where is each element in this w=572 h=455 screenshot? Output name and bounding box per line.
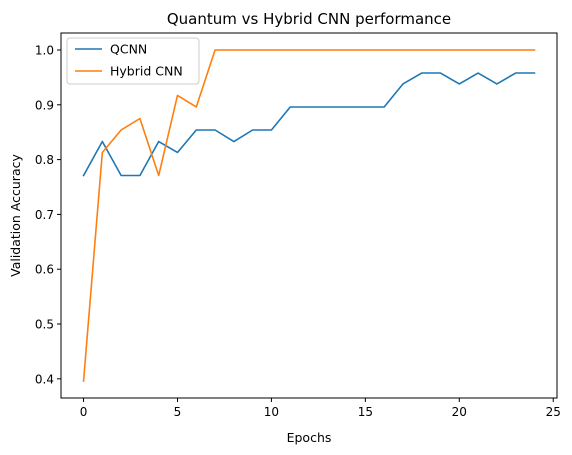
x-axis: 0 5 10 15 20 25	[80, 398, 561, 419]
series-line-hybrid-cnn	[82, 49, 536, 382]
x-tick-label: 0	[80, 405, 88, 419]
x-tick-label: 15	[358, 405, 373, 419]
x-tick-label: 5	[174, 405, 182, 419]
y-tick-label: 0.4	[35, 372, 54, 386]
y-tick-label: 0.5	[35, 318, 54, 332]
y-axis-label: Validation Accuracy	[8, 154, 23, 277]
axes-frame	[60, 32, 558, 399]
y-tick-label: 1.0	[35, 43, 54, 57]
chart-title: Quantum vs Hybrid CNN performance	[167, 10, 451, 28]
legend-label-qcnn: QCNN	[110, 42, 147, 57]
x-tick-label: 25	[546, 405, 561, 419]
series-group	[82, 49, 536, 382]
legend-label-hybrid-cnn: Hybrid CNN	[110, 64, 183, 79]
series-line-qcnn	[82, 72, 536, 177]
legend: QCNN Hybrid CNN	[66, 37, 200, 85]
y-tick-label: 0.9	[35, 98, 54, 112]
plot-area	[60, 32, 558, 399]
y-tick-label: 0.7	[35, 208, 54, 222]
y-tick-label: 0.8	[35, 153, 54, 167]
y-axis: 0.4 0.5 0.6 0.7 0.8 0.9 1.0	[35, 43, 61, 386]
x-tick-label: 10	[264, 405, 279, 419]
x-tick-label: 20	[452, 405, 467, 419]
x-axis-label: Epochs	[287, 430, 332, 445]
y-tick-label: 0.6	[35, 263, 54, 277]
